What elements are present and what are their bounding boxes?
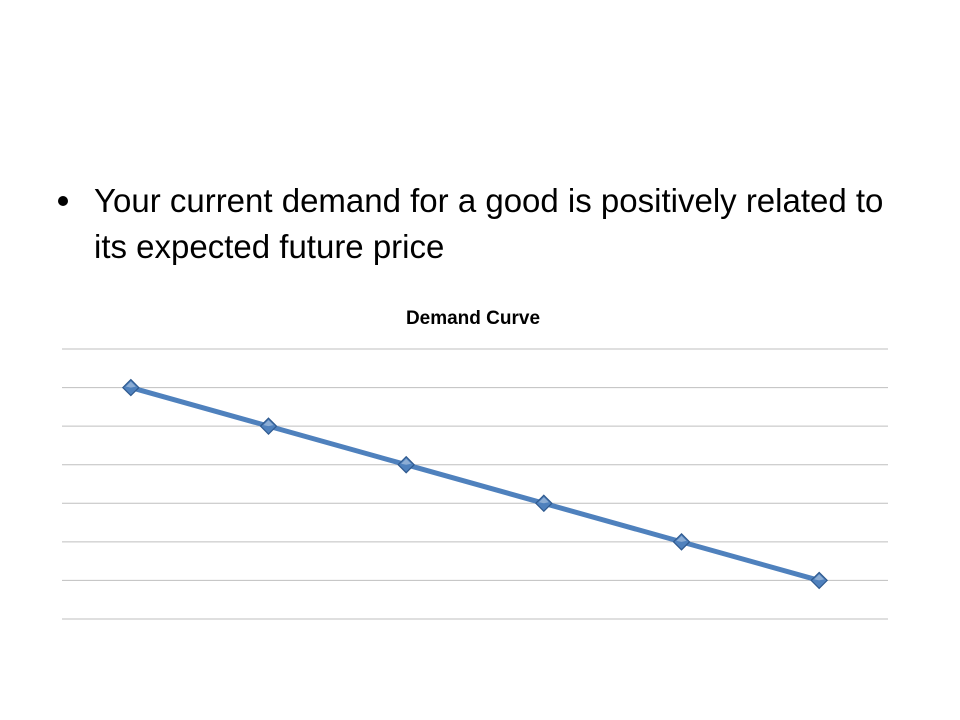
- gridlines: [62, 348, 888, 620]
- series-demand: [128, 385, 822, 583]
- bullet-text: Your current demand for a good is positi…: [94, 182, 884, 265]
- data-point-highlight: [125, 381, 136, 388]
- data-point-highlight: [676, 535, 687, 542]
- data-point-1: [121, 378, 140, 397]
- bullet-marker: [58, 196, 68, 206]
- series-line: [128, 385, 822, 583]
- chart-title: Demand Curve: [406, 308, 540, 329]
- data-point-3: [397, 455, 416, 474]
- data-point-highlight: [401, 458, 412, 465]
- data-point-highlight: [263, 420, 274, 427]
- data-point-2: [259, 417, 278, 435]
- data-point-4: [534, 494, 553, 513]
- data-point-5: [672, 533, 691, 551]
- data-point-highlight: [814, 574, 825, 581]
- data-point-highlight: [538, 497, 549, 504]
- data-markers: [121, 378, 829, 590]
- data-point-6: [810, 571, 829, 590]
